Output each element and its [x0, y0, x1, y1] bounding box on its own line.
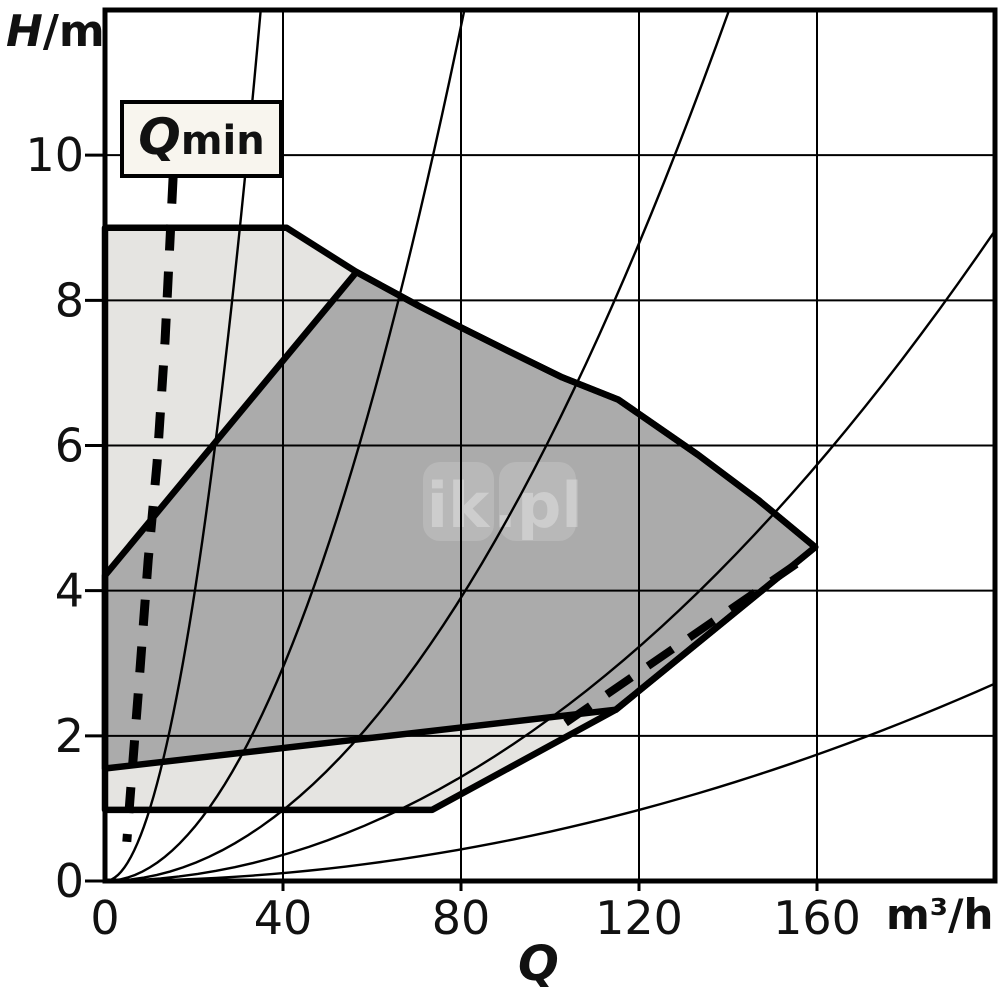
x-tick-label: 40 — [254, 891, 313, 945]
y-tick-label: 0 — [55, 854, 84, 908]
y-tick-label: 2 — [55, 709, 84, 763]
watermark: ik .pl — [423, 462, 583, 542]
x-axis-title: Q — [518, 936, 559, 992]
pump-operating-range-outline — [101, 268, 819, 772]
y-axis-unit-suffix: /m — [42, 6, 105, 57]
watermark-badge — [423, 462, 494, 541]
y-tick-label: 10 — [25, 128, 84, 182]
watermark-text: ik — [427, 469, 491, 542]
x-tick-label: 0 — [90, 891, 119, 945]
system-curve — [104, 682, 996, 883]
x-tick-label: 120 — [595, 891, 683, 945]
watermark-text: .pl — [493, 469, 582, 542]
y-axis-title: H/m — [6, 6, 105, 57]
x-tick-label: 80 — [432, 891, 491, 945]
qmin-label-subscript: min — [180, 118, 265, 164]
x-tick-label: 160 — [773, 891, 861, 945]
qmin-label-symbol: Q — [138, 108, 181, 166]
y-axis-symbol: H — [6, 6, 43, 57]
y-tick-label: 6 — [55, 419, 84, 473]
y-tick-label: 4 — [55, 564, 84, 618]
system-curve — [104, 9, 262, 883]
y-tick-label: 8 — [55, 273, 84, 327]
x-axis-unit: m³/h — [886, 890, 994, 939]
system-curve — [104, 9, 731, 883]
qmin-dashed-line — [122, 177, 178, 843]
watermark-badge — [499, 462, 576, 541]
system-curve — [104, 9, 466, 883]
